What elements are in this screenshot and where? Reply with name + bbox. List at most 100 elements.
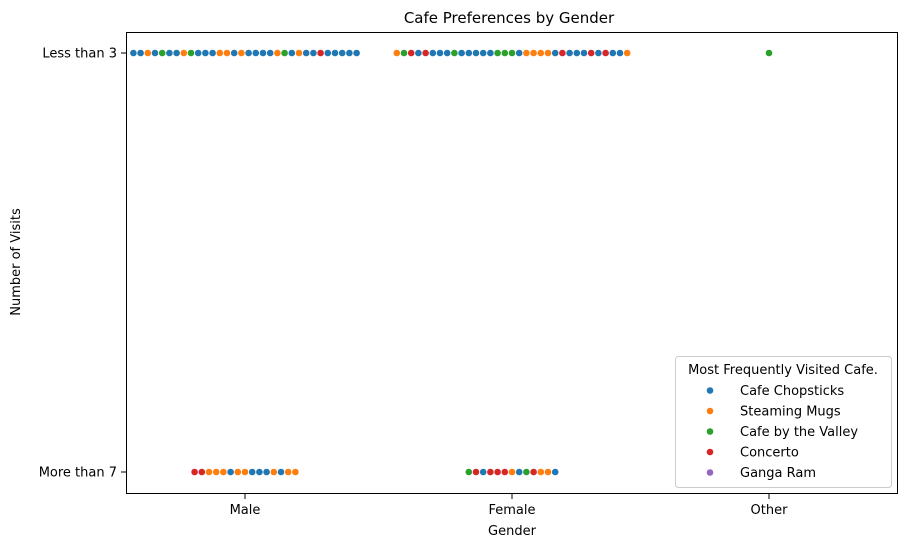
data-point bbox=[281, 49, 288, 57]
data-point bbox=[544, 49, 552, 57]
y-axis: Less than 3 More than 7 bbox=[39, 47, 127, 481]
data-point bbox=[317, 49, 324, 57]
legend-marker bbox=[706, 407, 714, 415]
data-point bbox=[472, 468, 480, 476]
data-point bbox=[479, 49, 487, 57]
data-point bbox=[429, 49, 437, 57]
data-point bbox=[187, 49, 195, 57]
data-point bbox=[284, 468, 292, 476]
data-point bbox=[202, 49, 209, 57]
data-point bbox=[465, 468, 473, 476]
data-point bbox=[422, 49, 429, 57]
data-point bbox=[530, 468, 537, 476]
data-point bbox=[530, 49, 537, 57]
y-tick-label: Less than 3 bbox=[42, 47, 117, 62]
data-point bbox=[259, 49, 267, 57]
x-axis-title: Gender bbox=[488, 524, 537, 539]
legend-marker bbox=[706, 469, 714, 476]
data-point bbox=[487, 49, 494, 57]
data-point bbox=[393, 49, 401, 57]
data-point bbox=[523, 468, 530, 476]
data-point bbox=[209, 49, 216, 57]
legend: Most Frequently Visited Cafe. Cafe Chops… bbox=[675, 356, 892, 488]
legend-label: Steaming Mugs bbox=[740, 405, 841, 420]
data-point bbox=[234, 468, 242, 476]
data-point bbox=[263, 468, 270, 476]
data-point bbox=[137, 49, 144, 57]
data-point bbox=[288, 49, 296, 57]
data-point bbox=[266, 49, 274, 57]
data-point bbox=[338, 49, 346, 57]
data-point bbox=[765, 49, 773, 57]
data-point bbox=[537, 468, 545, 476]
data-point bbox=[587, 49, 595, 57]
data-point bbox=[407, 49, 415, 57]
data-point bbox=[245, 49, 252, 57]
data-point bbox=[346, 49, 353, 57]
data-point bbox=[595, 49, 602, 57]
data-point bbox=[616, 49, 624, 57]
data-point bbox=[415, 49, 422, 57]
data-point bbox=[270, 468, 278, 476]
data-points bbox=[130, 49, 773, 476]
x-axis: Male Female Other bbox=[230, 493, 788, 518]
data-point bbox=[252, 49, 260, 57]
data-point bbox=[443, 49, 451, 57]
data-point bbox=[580, 49, 588, 57]
data-point bbox=[623, 49, 631, 57]
data-point bbox=[216, 49, 224, 57]
data-point bbox=[487, 468, 494, 476]
data-point bbox=[515, 468, 523, 476]
data-point bbox=[566, 49, 573, 57]
data-point bbox=[238, 49, 245, 57]
data-point bbox=[220, 468, 227, 476]
x-tick-label: Male bbox=[230, 503, 261, 518]
data-point bbox=[353, 49, 360, 57]
legend-marker bbox=[706, 448, 714, 456]
data-point bbox=[191, 468, 198, 476]
data-point bbox=[324, 49, 332, 57]
data-point bbox=[158, 49, 166, 57]
chart-title: Cafe Preferences by Gender bbox=[404, 9, 615, 27]
data-point bbox=[537, 49, 545, 57]
legend-label: Cafe by the Valley bbox=[740, 425, 858, 440]
legend-label: Ganga Ram bbox=[740, 466, 816, 481]
data-point bbox=[223, 49, 231, 57]
data-point bbox=[130, 49, 137, 57]
data-point bbox=[609, 49, 617, 57]
data-point bbox=[230, 49, 238, 57]
legend-title: Most Frequently Visited Cafe. bbox=[688, 363, 878, 378]
data-point bbox=[501, 49, 509, 57]
data-point bbox=[292, 468, 299, 476]
data-point bbox=[256, 468, 263, 476]
data-point bbox=[277, 468, 285, 476]
data-point bbox=[180, 49, 188, 57]
data-point bbox=[274, 49, 281, 57]
data-point bbox=[551, 468, 559, 476]
data-point bbox=[205, 468, 213, 476]
legend-marker bbox=[706, 387, 714, 394]
data-point bbox=[227, 468, 234, 476]
data-point bbox=[173, 49, 180, 57]
data-point bbox=[451, 49, 458, 57]
data-point bbox=[573, 49, 581, 57]
data-point bbox=[472, 49, 480, 57]
data-point bbox=[523, 49, 530, 57]
data-point bbox=[241, 468, 249, 476]
data-point bbox=[501, 468, 509, 476]
data-point bbox=[295, 49, 303, 57]
legend-label: Concerto bbox=[740, 446, 799, 461]
data-point bbox=[166, 49, 173, 57]
data-point bbox=[508, 49, 516, 57]
y-axis-title: Number of Visits bbox=[9, 208, 24, 316]
legend-label: Cafe Chopsticks bbox=[740, 384, 844, 399]
data-point bbox=[302, 49, 310, 57]
data-point bbox=[602, 49, 609, 57]
x-tick-label: Female bbox=[488, 503, 535, 518]
data-point bbox=[144, 49, 152, 57]
data-point bbox=[436, 49, 444, 57]
data-point bbox=[559, 49, 566, 57]
data-point bbox=[331, 49, 339, 57]
data-point bbox=[479, 468, 487, 476]
